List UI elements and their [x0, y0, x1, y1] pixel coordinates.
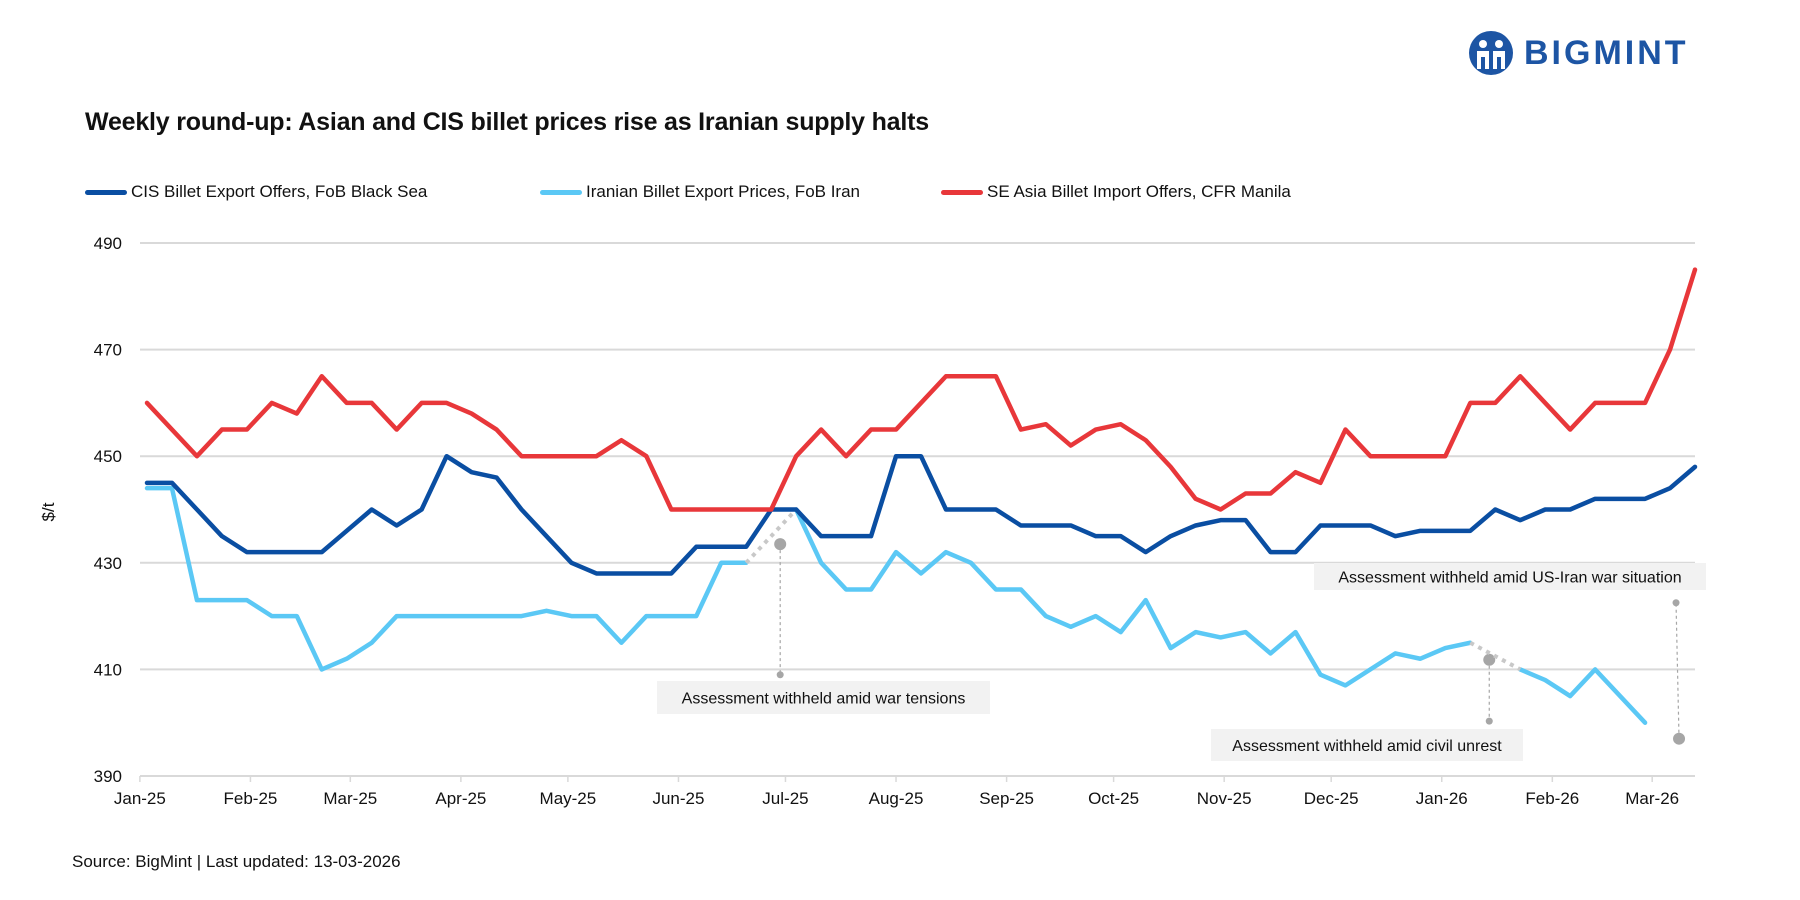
- legend-item-iran: Iranian Billet Export Prices, FoB Iran: [540, 182, 941, 202]
- y-axis-label: $/t: [39, 502, 58, 521]
- legend-label-cis: CIS Billet Export Offers, FoB Black Sea: [131, 182, 428, 201]
- y-tick-label: 450: [94, 447, 122, 466]
- bigmint-logo: BIGMINT: [1468, 30, 1689, 76]
- legend-swatch-iran: [540, 189, 582, 195]
- annotation-box: [1314, 563, 1706, 590]
- annotation-text: Assessment withheld amid civil unrest: [1232, 738, 1502, 755]
- x-tick-label: Jul-25: [762, 789, 808, 808]
- annotation-dot: [1672, 599, 1680, 607]
- y-tick-label: 410: [94, 660, 122, 679]
- series-line-1: [1517, 667, 1648, 725]
- series-line-2: [144, 267, 1698, 512]
- x-tick-label: Feb-25: [224, 789, 278, 808]
- x-tick-label: Feb-26: [1525, 789, 1579, 808]
- x-tick-label: Oct-25: [1088, 789, 1139, 808]
- x-tick-label: Mar-25: [323, 789, 377, 808]
- withheld-gap-line: [744, 508, 798, 565]
- chart-title: Weekly round-up: Asian and CIS billet pr…: [85, 108, 929, 136]
- legend-label-iran: Iranian Billet Export Prices, FoB Iran: [586, 182, 861, 201]
- annotation-leader: [1675, 602, 1680, 739]
- withheld-gap-line: [1469, 640, 1522, 672]
- legend-label-seasia: SE Asia Billet Import Offers, CFR Manila: [987, 182, 1291, 201]
- y-tick-label: 430: [94, 554, 122, 573]
- x-tick-label: Jan-25: [114, 789, 166, 808]
- legend: CIS Billet Export Offers, FoB Black Sea …: [85, 182, 1291, 202]
- annotation-marker: [774, 538, 787, 551]
- x-tick-label: Nov-25: [1197, 789, 1252, 808]
- x-tick-label: Aug-25: [869, 789, 924, 808]
- x-tick-label: Apr-25: [435, 789, 486, 808]
- y-tick-label: 490: [94, 234, 122, 253]
- x-tick-label: Sep-25: [979, 789, 1034, 808]
- legend-swatch-seasia: [941, 189, 983, 195]
- legend-item-seasia: SE Asia Billet Import Offers, CFR Manila: [941, 182, 1291, 202]
- annotation-box: [657, 681, 990, 714]
- x-tick-label: Dec-25: [1304, 789, 1359, 808]
- series-line-0: [144, 453, 1698, 576]
- x-tick-label: Jan-26: [1416, 789, 1468, 808]
- bigmint-logo-icon: [1469, 31, 1513, 75]
- x-tick-label: Mar-26: [1625, 789, 1679, 808]
- x-tick-label: May-25: [540, 789, 597, 808]
- annotation-dot: [776, 671, 784, 679]
- legend-item-cis: CIS Billet Export Offers, FoB Black Sea: [85, 182, 540, 202]
- annotation-box: [1211, 729, 1523, 761]
- x-tick-label: Jun-25: [652, 789, 704, 808]
- legend-swatch-cis: [85, 189, 127, 195]
- source-note: Source: BigMint | Last updated: 13-03-20…: [72, 852, 401, 871]
- annotation-text: Assessment withheld amid war tensions: [682, 691, 966, 708]
- annotation-marker: [1483, 653, 1496, 666]
- y-tick-label: 390: [94, 767, 122, 786]
- y-tick-label: 470: [94, 341, 122, 360]
- annotation-marker: [1673, 732, 1686, 745]
- annotation-text: Assessment withheld amid US-Iran war sit…: [1338, 570, 1681, 587]
- series-line-1: [793, 507, 1473, 688]
- series-line-1: [144, 485, 749, 672]
- annotation-dot: [1485, 717, 1493, 725]
- logo-text: BIGMINT: [1524, 33, 1689, 72]
